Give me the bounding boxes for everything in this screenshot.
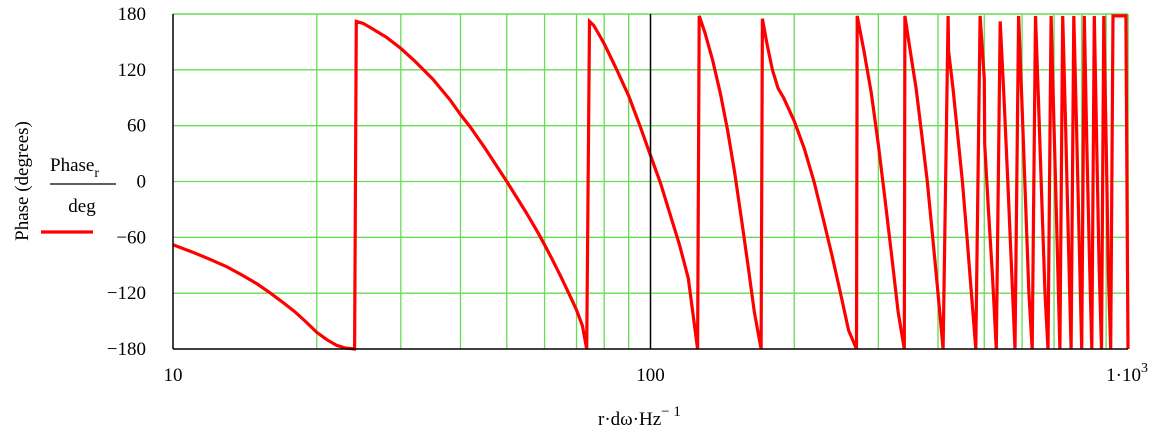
y-tick-label: −120 <box>107 283 146 304</box>
y-axis-label: Phase (degrees) <box>12 121 33 241</box>
y-tick-label: −60 <box>116 227 146 248</box>
series-line <box>172 14 1130 351</box>
curve-layer <box>172 14 1130 351</box>
legend-numerator: Phaser <box>50 155 99 181</box>
y-tick-label: −180 <box>107 339 146 360</box>
y-tick-label: 60 <box>127 116 146 137</box>
legend-denominator: deg <box>68 196 96 217</box>
axes-layer <box>172 14 1128 350</box>
y-tick-label: 0 <box>137 172 147 193</box>
x-tick-label: 100 <box>636 365 665 386</box>
x-tick-label: 1·103 <box>1106 361 1148 386</box>
y-tick-label: 180 <box>118 4 147 25</box>
x-axis-label: r·dω·Hz− 1 <box>598 404 681 430</box>
y-tick-label: 120 <box>118 60 147 81</box>
x-tick-label: 10 <box>164 365 183 386</box>
